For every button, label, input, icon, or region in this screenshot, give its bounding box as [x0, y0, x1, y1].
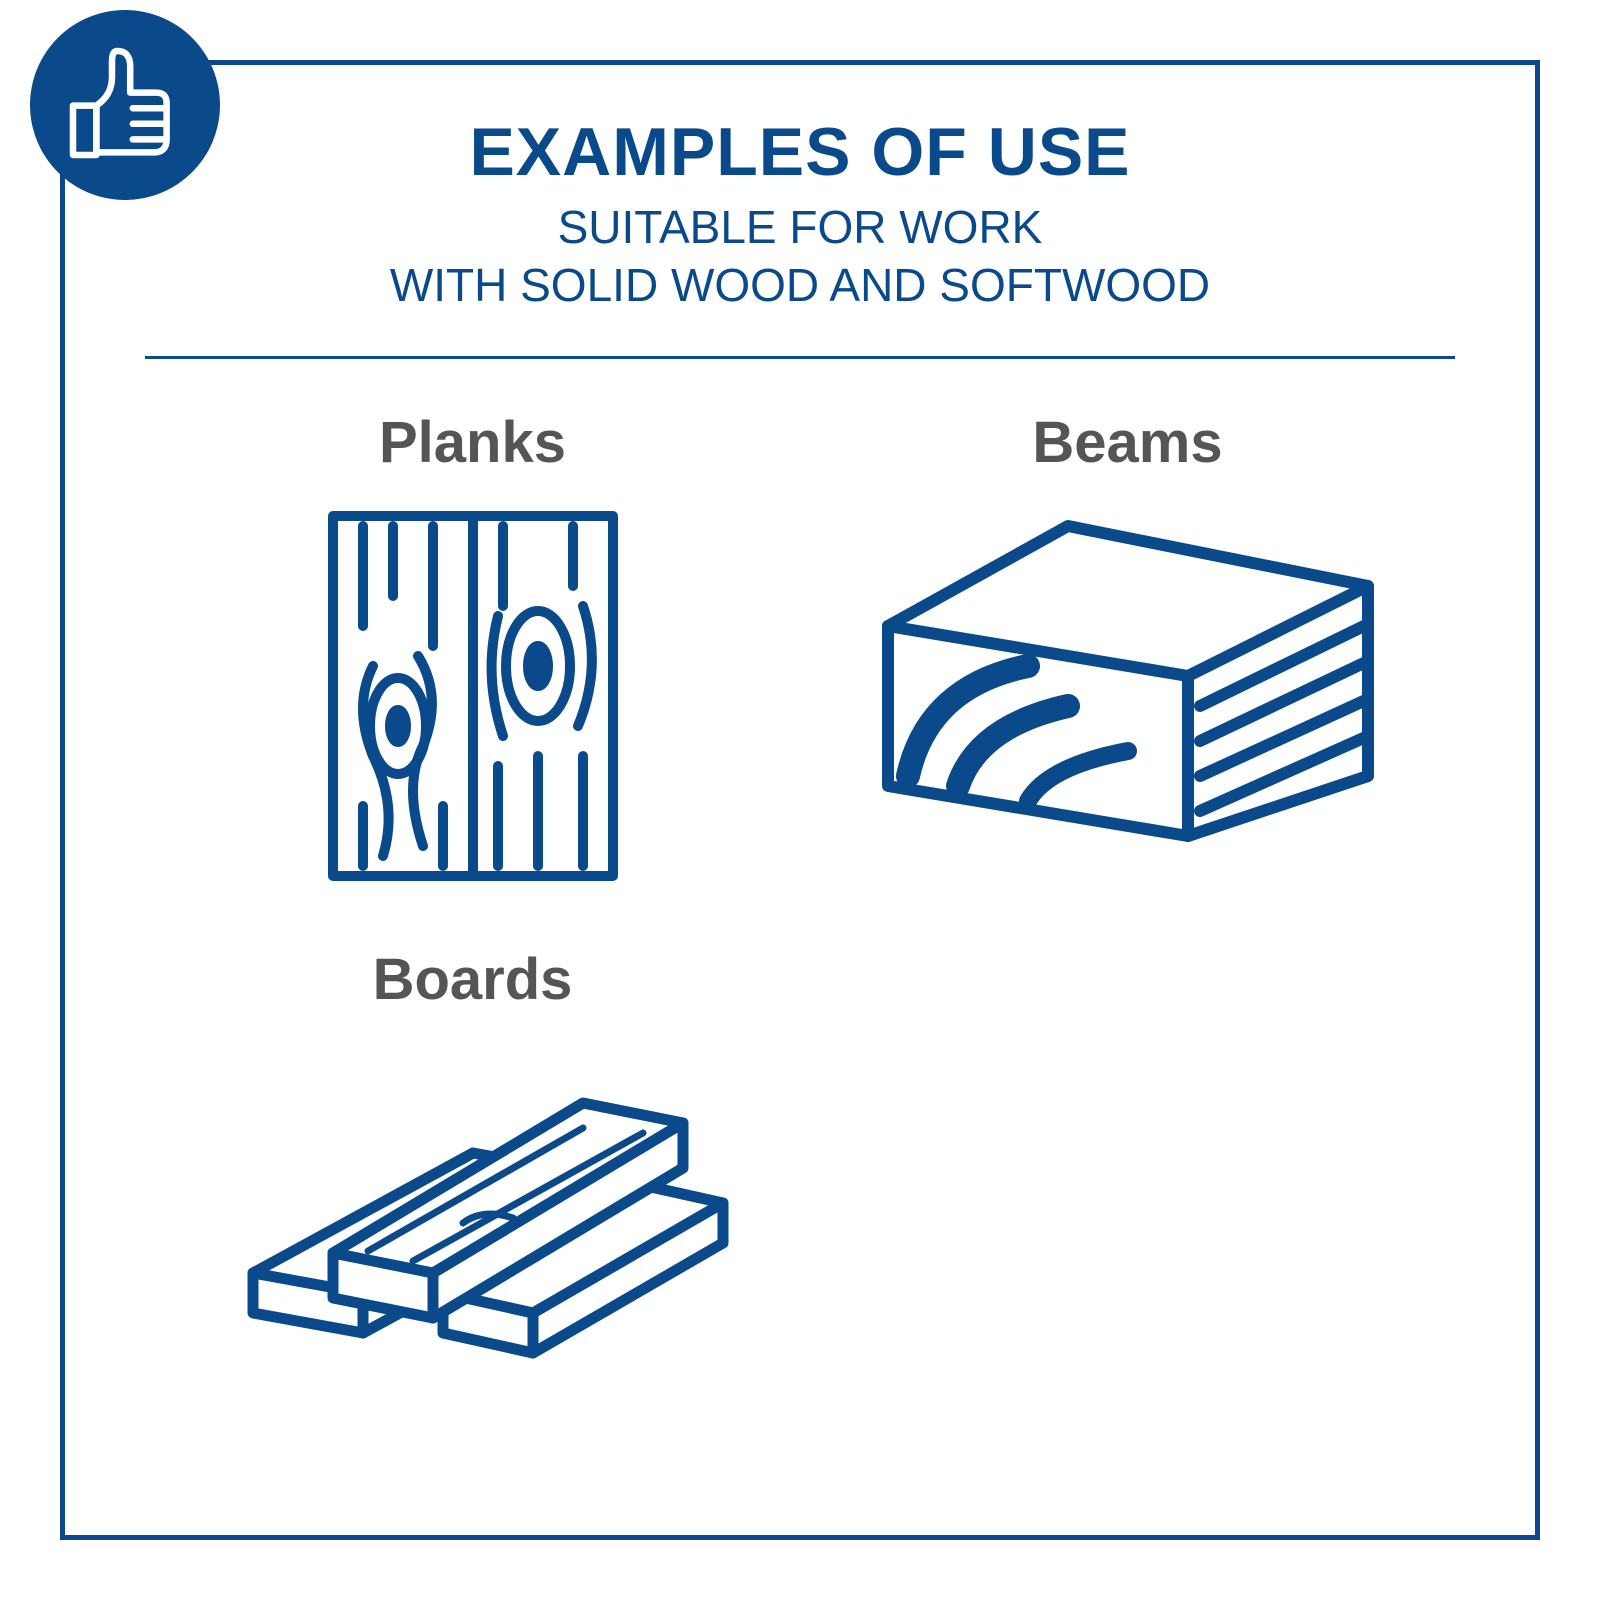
header: EXAMPLES OF USE SUITABLE FOR WORK WITH S…	[65, 65, 1535, 314]
examples-grid: Planks	[65, 359, 1535, 1463]
cell-boards: Boards	[145, 946, 800, 1423]
cell-planks: Planks	[145, 409, 800, 886]
thumbs-up-icon	[60, 38, 190, 173]
cell-empty	[800, 946, 1455, 1423]
panel-subtitle: SUITABLE FOR WORK WITH SOLID WOOD AND SO…	[65, 199, 1535, 314]
cell-beams: Beams	[800, 409, 1455, 886]
planks-icon	[323, 506, 623, 886]
boards-icon	[213, 1043, 733, 1403]
beams-icon	[868, 506, 1388, 846]
label-boards: Boards	[373, 946, 573, 1013]
thumbs-up-badge	[30, 10, 220, 200]
panel-title: EXAMPLES OF USE	[65, 113, 1535, 191]
label-planks: Planks	[379, 409, 566, 476]
label-beams: Beams	[1032, 409, 1222, 476]
info-panel: EXAMPLES OF USE SUITABLE FOR WORK WITH S…	[60, 60, 1540, 1540]
